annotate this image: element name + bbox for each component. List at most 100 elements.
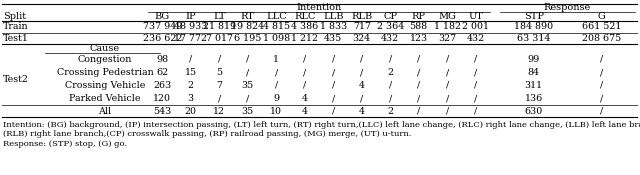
Text: STP: STP: [524, 12, 544, 21]
Text: UT: UT: [468, 12, 483, 21]
Text: Cause: Cause: [90, 44, 120, 53]
Text: /: /: [445, 107, 449, 116]
Text: /: /: [360, 68, 364, 77]
Text: LT: LT: [213, 12, 225, 21]
Text: /: /: [332, 81, 335, 90]
Text: 3: 3: [188, 94, 194, 103]
Text: CP: CP: [383, 12, 397, 21]
Text: 2 364: 2 364: [376, 22, 404, 31]
Text: /: /: [417, 68, 420, 77]
Text: /: /: [417, 55, 420, 64]
Text: 10: 10: [270, 107, 282, 116]
Text: /: /: [360, 55, 364, 64]
Text: 1 098: 1 098: [262, 34, 290, 43]
Text: /: /: [600, 68, 603, 77]
Text: /: /: [303, 68, 307, 77]
Text: 136: 136: [525, 94, 543, 103]
Text: /: /: [388, 81, 392, 90]
Text: 432: 432: [381, 34, 399, 43]
Text: RLB: RLB: [351, 12, 372, 21]
Text: LLB: LLB: [323, 12, 344, 21]
Text: 4: 4: [359, 107, 365, 116]
Text: 4: 4: [301, 94, 308, 103]
Text: /: /: [600, 107, 603, 116]
Text: 120: 120: [153, 94, 172, 103]
Text: 4: 4: [301, 107, 308, 116]
Text: /: /: [275, 81, 278, 90]
Text: 62: 62: [156, 68, 168, 77]
Text: 432: 432: [467, 34, 485, 43]
Text: /: /: [189, 55, 193, 64]
Text: /: /: [445, 68, 449, 77]
Text: 7 017: 7 017: [205, 34, 233, 43]
Text: /: /: [246, 55, 250, 64]
Text: 19 824: 19 824: [231, 22, 264, 31]
Text: /: /: [417, 81, 420, 90]
Text: All: All: [99, 107, 111, 116]
Text: /: /: [332, 68, 335, 77]
Text: 1 182: 1 182: [434, 22, 461, 31]
Text: /: /: [417, 107, 420, 116]
Text: /: /: [332, 94, 335, 103]
Text: /: /: [445, 55, 449, 64]
Text: 12: 12: [213, 107, 225, 116]
Text: LLC: LLC: [266, 12, 287, 21]
Text: RP: RP: [412, 12, 426, 21]
Text: /: /: [332, 107, 335, 116]
Text: 1 833: 1 833: [319, 22, 347, 31]
Text: Response: Response: [544, 4, 591, 12]
Text: 327: 327: [438, 34, 456, 43]
Text: Intention: (BG) background, (IP) intersection passing, (LT) left turn, (RT) righ: Intention: (BG) background, (IP) interse…: [3, 121, 640, 129]
Text: /: /: [360, 94, 364, 103]
Text: Response: (STP) stop, (G) go.: Response: (STP) stop, (G) go.: [3, 140, 127, 148]
Text: 1 212: 1 212: [291, 34, 318, 43]
Text: 99: 99: [527, 55, 540, 64]
Text: 324: 324: [353, 34, 371, 43]
Text: 737 949: 737 949: [143, 22, 182, 31]
Text: IP: IP: [186, 12, 196, 21]
Text: 2: 2: [387, 68, 393, 77]
Text: /: /: [332, 55, 335, 64]
Text: 84: 84: [528, 68, 540, 77]
Text: 263: 263: [153, 81, 172, 90]
Text: 1: 1: [273, 55, 279, 64]
Text: /: /: [303, 55, 307, 64]
Text: Crossing Pedestrian: Crossing Pedestrian: [56, 68, 154, 77]
Text: Intention: Intention: [296, 4, 342, 12]
Text: /: /: [218, 94, 221, 103]
Text: Split: Split: [3, 12, 26, 21]
Text: 184 890: 184 890: [514, 22, 554, 31]
Text: 21 819: 21 819: [203, 22, 236, 31]
Text: 6 195: 6 195: [234, 34, 261, 43]
Text: Test1: Test1: [3, 34, 29, 43]
Text: /: /: [388, 94, 392, 103]
Text: 2 001: 2 001: [462, 22, 489, 31]
Text: Train: Train: [3, 22, 29, 31]
Text: /: /: [246, 94, 250, 103]
Text: 63 314: 63 314: [517, 34, 550, 43]
Text: G: G: [597, 12, 605, 21]
Text: 311: 311: [525, 81, 543, 90]
Text: BG: BG: [155, 12, 170, 21]
Text: /: /: [445, 81, 449, 90]
Text: /: /: [388, 55, 392, 64]
Text: 20: 20: [185, 107, 196, 116]
Text: 7: 7: [216, 81, 222, 90]
Text: 2: 2: [188, 81, 194, 90]
Text: RT: RT: [241, 12, 255, 21]
Text: 5: 5: [216, 68, 222, 77]
Text: (RLB) right lane branch,(CP) crosswalk passing, (RP) railroad passing, (MG) merg: (RLB) right lane branch,(CP) crosswalk p…: [3, 131, 412, 138]
Text: /: /: [600, 81, 603, 90]
Text: 9: 9: [273, 94, 279, 103]
Text: 35: 35: [242, 107, 254, 116]
Text: /: /: [600, 94, 603, 103]
Text: /: /: [474, 107, 477, 116]
Text: /: /: [275, 68, 278, 77]
Text: 123: 123: [410, 34, 428, 43]
Text: 208 675: 208 675: [582, 34, 621, 43]
Text: 17 772: 17 772: [174, 34, 207, 43]
Text: 98: 98: [156, 55, 168, 64]
Text: Crossing Vehicle: Crossing Vehicle: [65, 81, 145, 90]
Text: /: /: [303, 81, 307, 90]
Text: Congestion: Congestion: [78, 55, 132, 64]
